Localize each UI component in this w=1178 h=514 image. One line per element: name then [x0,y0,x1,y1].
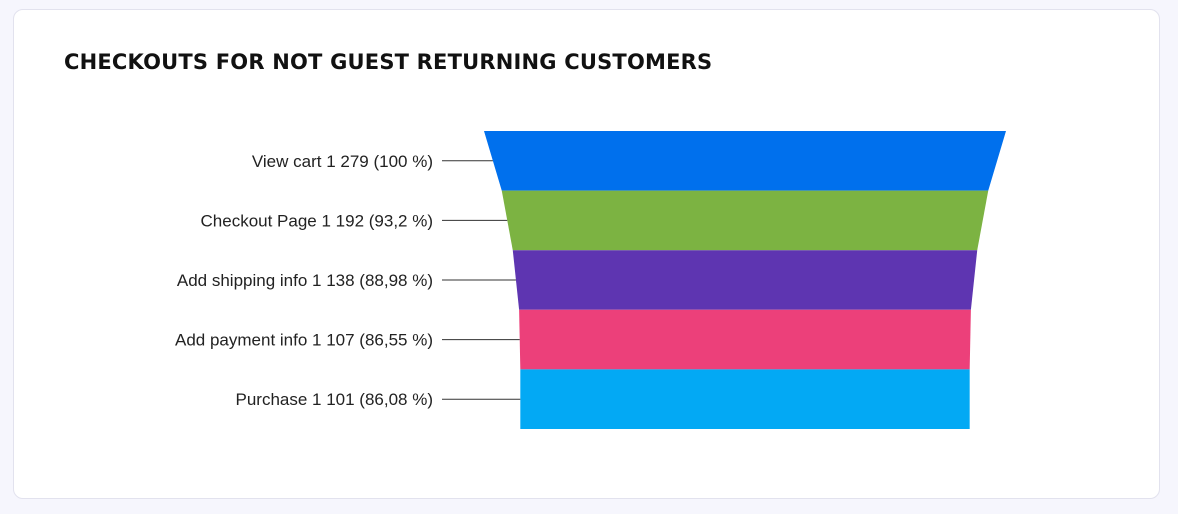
funnel-segment-3[interactable] [512,250,978,310]
card-title: CHECKOUTS FOR NOT GUEST RETURNING CUSTOM… [64,50,713,74]
funnel-chart: View cart 1 279 (100 %) Checkout Page 1 1… [175,131,1006,429]
funnel-label-3: Add shipping info 1 138 (88,98 %) [177,271,433,290]
funnel-label-2: Checkout Page 1 192 (93,2 %) [201,211,433,230]
funnel-segment-5[interactable] [520,369,970,429]
funnel-card: CHECKOUTS FOR NOT GUEST RETURNING CUSTOM… [13,9,1160,499]
funnel-segment-1[interactable] [484,131,1006,191]
funnel-label-5: Purchase 1 101 (86,08 %) [235,390,433,409]
funnel-label-4: Add payment info 1 107 (86,55 %) [175,331,433,350]
funnel-segment-4[interactable] [519,309,971,370]
funnel-segment-2[interactable] [501,190,989,251]
funnel-label-1: View cart 1 279 (100 %) [252,152,433,171]
